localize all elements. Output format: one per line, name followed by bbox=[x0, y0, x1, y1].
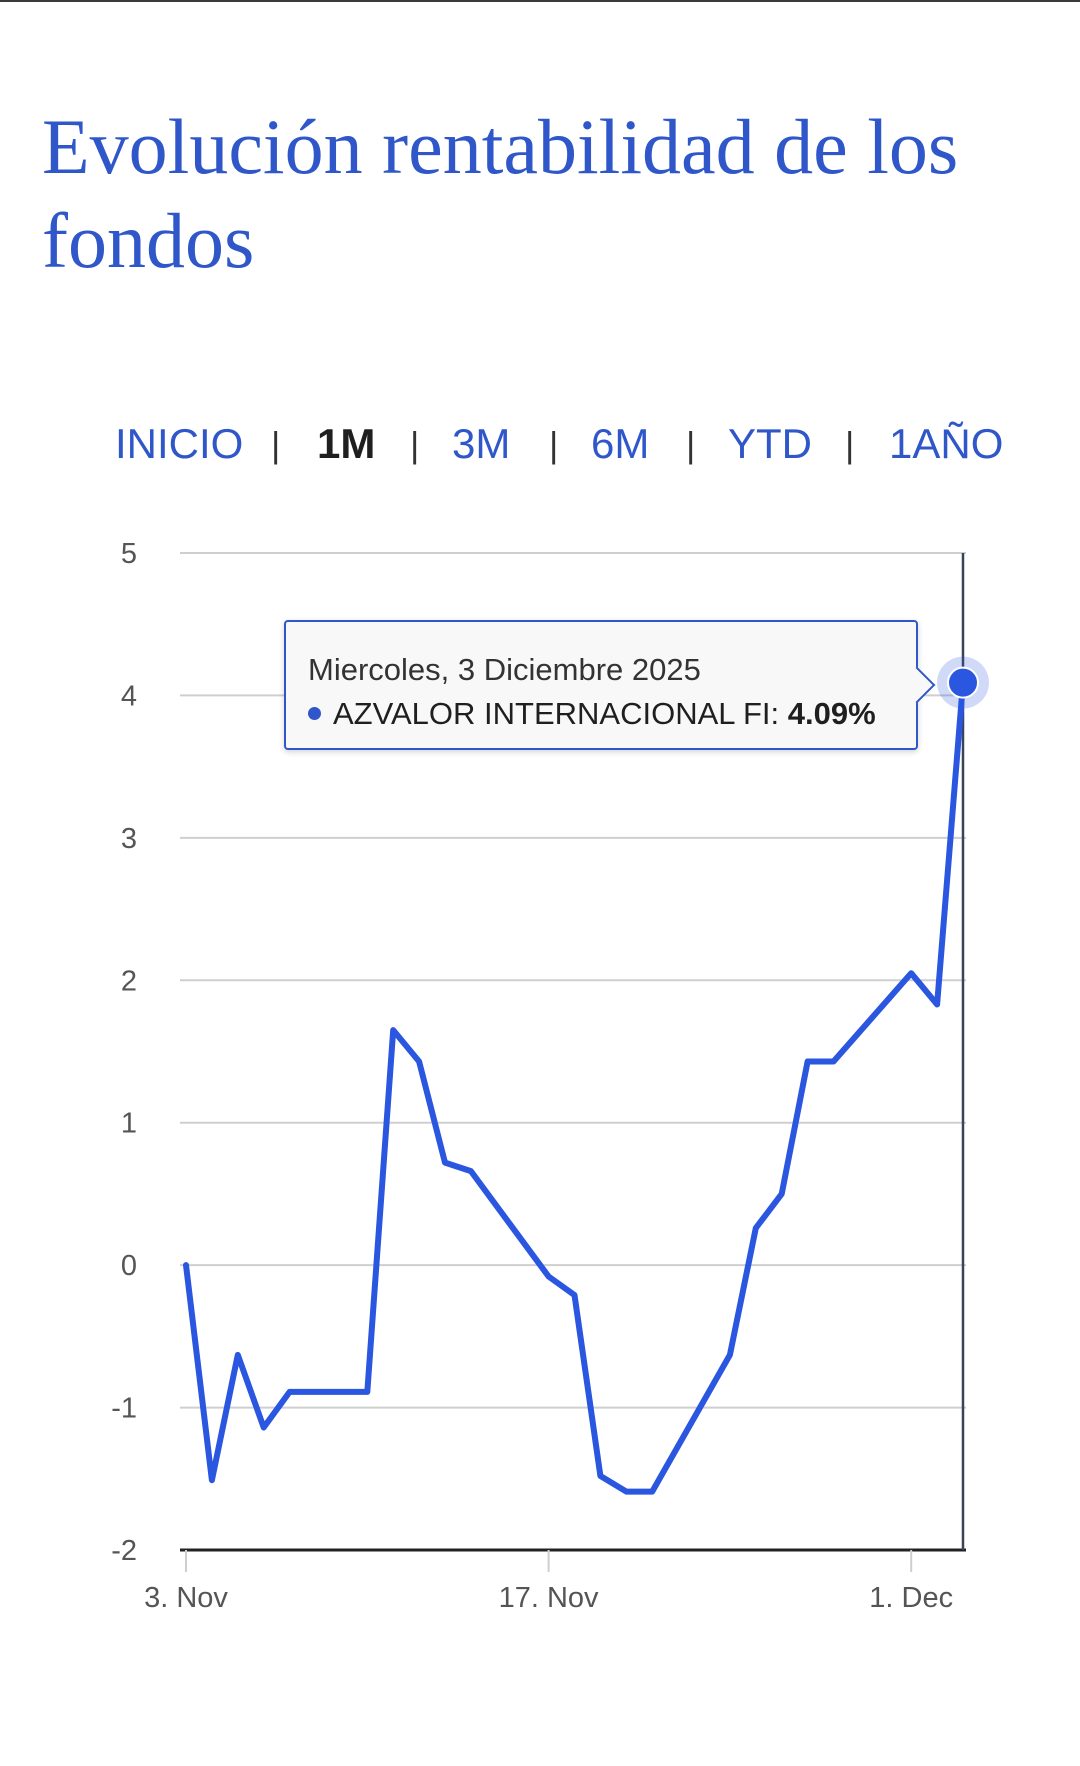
range-separator: | bbox=[271, 424, 281, 465]
y-tick-label: 3 bbox=[121, 823, 137, 855]
x-axis: 3. Nov 17. Nov 1. Dec bbox=[144, 1548, 966, 1614]
range-separator: | bbox=[686, 424, 696, 465]
tooltip-date: Miercoles, 3 Diciembre 2025 bbox=[308, 652, 701, 687]
data-point[interactable] bbox=[727, 1352, 733, 1358]
data-point[interactable] bbox=[623, 1489, 629, 1495]
returns-line-chart[interactable]: 5 4 3 2 1 0 -1 -2 3. Nov 17. Nov 1. Dec bbox=[0, 520, 1080, 1620]
data-point[interactable] bbox=[908, 970, 914, 976]
range-selector: INICIO | 1M | 3M | 6M | YTD | 1AÑO bbox=[0, 420, 1080, 480]
data-point[interactable] bbox=[934, 1001, 940, 1007]
y-tick-label: 4 bbox=[121, 680, 137, 712]
series-line-path[interactable] bbox=[183, 679, 966, 1495]
series-line[interactable] bbox=[183, 679, 966, 1495]
data-point[interactable] bbox=[235, 1352, 241, 1358]
x-tick-label: 17. Nov bbox=[499, 1582, 599, 1614]
data-point[interactable] bbox=[546, 1274, 552, 1280]
y-tick-label: 5 bbox=[121, 538, 137, 570]
data-point[interactable] bbox=[779, 1191, 785, 1197]
range-separator: | bbox=[845, 424, 855, 465]
x-tick-label: 3. Nov bbox=[144, 1582, 228, 1614]
data-point[interactable] bbox=[416, 1058, 422, 1064]
x-tick-label: 1. Dec bbox=[869, 1582, 953, 1614]
data-point[interactable] bbox=[261, 1425, 267, 1431]
data-point[interactable] bbox=[468, 1168, 474, 1174]
range-separator: | bbox=[549, 424, 559, 465]
data-point[interactable] bbox=[442, 1160, 448, 1166]
y-tick-label: -1 bbox=[111, 1393, 137, 1425]
y-tick-label: 1 bbox=[121, 1108, 137, 1140]
y-tick-label: 0 bbox=[121, 1250, 137, 1282]
range-separator: | bbox=[410, 424, 420, 465]
data-point[interactable] bbox=[209, 1477, 215, 1483]
data-point[interactable] bbox=[183, 1262, 189, 1268]
y-axis-labels: 5 4 3 2 1 0 -1 -2 bbox=[111, 538, 137, 1567]
tooltip-row: AZVALOR INTERNACIONAL FI: 4.09% bbox=[308, 696, 876, 732]
data-point[interactable] bbox=[390, 1027, 396, 1033]
chart-tooltip: Miercoles, 3 Diciembre 2025 AZVALOR INTE… bbox=[284, 620, 936, 750]
range-tab-3m[interactable]: 3M bbox=[452, 420, 511, 467]
data-point[interactable] bbox=[572, 1292, 578, 1298]
tooltip-value: 4.09% bbox=[787, 696, 876, 731]
range-tab-1m[interactable]: 1M bbox=[317, 420, 376, 467]
series-dot-icon bbox=[308, 707, 321, 721]
tooltip-series-label: AZVALOR INTERNACIONAL FI: bbox=[333, 696, 780, 731]
data-point[interactable] bbox=[287, 1389, 293, 1395]
range-tab-1ano[interactable]: 1AÑO bbox=[889, 420, 1004, 467]
y-tick-label: 2 bbox=[121, 965, 137, 997]
range-tab-ytd[interactable]: YTD bbox=[728, 420, 812, 467]
top-border bbox=[0, 0, 1080, 2]
y-tick-label: -2 bbox=[111, 1535, 137, 1567]
data-point[interactable] bbox=[753, 1225, 759, 1231]
data-point[interactable] bbox=[649, 1489, 655, 1495]
data-point[interactable] bbox=[597, 1473, 603, 1479]
data-point[interactable] bbox=[831, 1058, 837, 1064]
range-tab-6m[interactable]: 6M bbox=[591, 420, 650, 467]
page-title: Evolución rentabilidad de los fondos bbox=[42, 103, 959, 284]
hover-point bbox=[947, 666, 979, 699]
range-tab-inicio[interactable]: INICIO bbox=[115, 420, 244, 467]
data-point[interactable] bbox=[805, 1058, 811, 1064]
hover-point-marker bbox=[937, 656, 989, 709]
data-point[interactable] bbox=[364, 1389, 370, 1395]
